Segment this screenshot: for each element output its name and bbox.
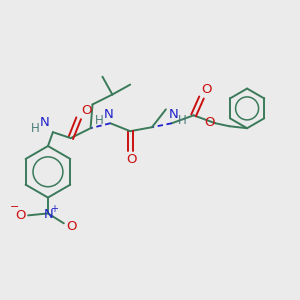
Text: N: N bbox=[40, 116, 50, 129]
Text: O: O bbox=[15, 209, 26, 222]
Text: N: N bbox=[169, 108, 179, 121]
Text: O: O bbox=[201, 83, 212, 96]
Text: O: O bbox=[81, 104, 92, 117]
Text: H: H bbox=[95, 114, 104, 127]
Text: H: H bbox=[178, 114, 187, 127]
Text: H: H bbox=[31, 122, 39, 135]
Text: −: − bbox=[10, 202, 19, 212]
Text: N: N bbox=[44, 208, 54, 221]
Text: +: + bbox=[50, 204, 58, 214]
Text: N: N bbox=[103, 108, 113, 121]
Text: O: O bbox=[126, 153, 136, 167]
Text: O: O bbox=[67, 220, 77, 233]
Text: O: O bbox=[204, 116, 215, 129]
